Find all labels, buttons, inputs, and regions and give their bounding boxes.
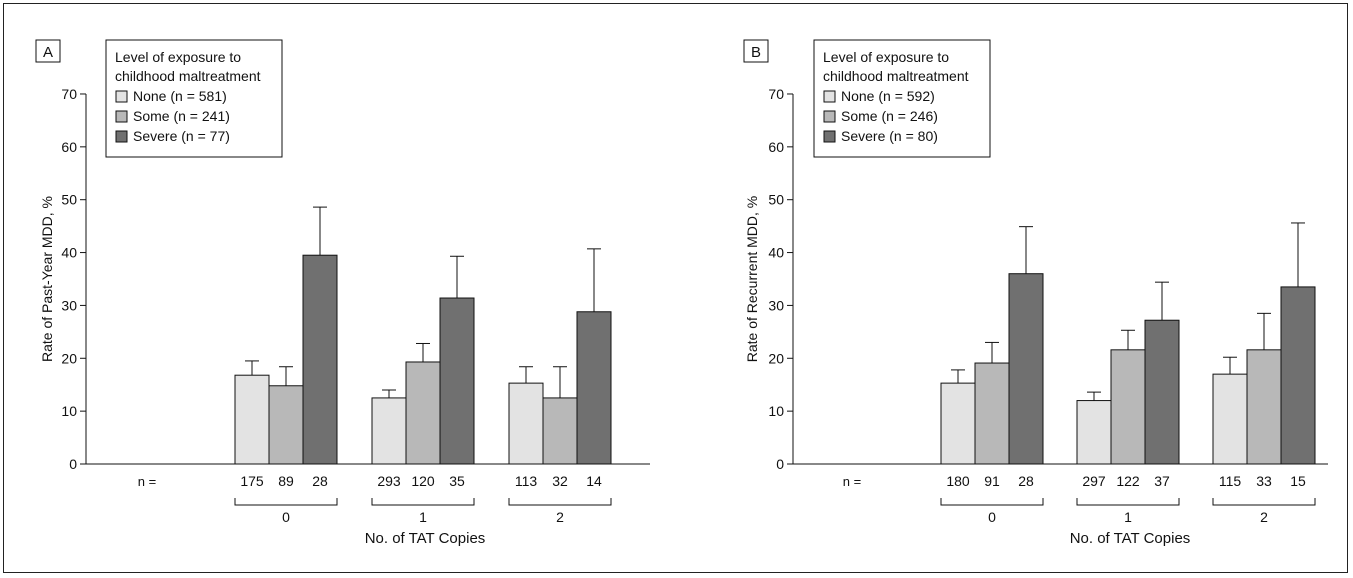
legend-swatch-some [115, 110, 128, 123]
y-tick-label: 0 [69, 456, 77, 472]
legend-swatch-none [823, 90, 836, 103]
n-value: 175 [240, 473, 264, 489]
bar-some-0 [268, 385, 304, 465]
y-tick-label: 70 [768, 86, 784, 102]
y-tick-label: 30 [61, 297, 77, 313]
group-bracket [1076, 498, 1180, 506]
bar-severe-2 [576, 311, 612, 465]
bar-none-1 [371, 397, 407, 465]
n-value: 28 [312, 473, 328, 489]
x-tick-label: 2 [556, 509, 564, 525]
legend-entry-none: None (n = 581) [133, 88, 227, 104]
y-tick-label: 40 [61, 245, 77, 261]
panel-label-box [743, 39, 769, 63]
bar-none-0 [234, 374, 270, 465]
y-tick-label: 0 [776, 456, 784, 472]
legend-title: Level of exposure to [115, 49, 241, 65]
y-tick-label: 40 [768, 245, 784, 261]
legend-swatch-none [115, 90, 128, 103]
x-axis-label: No. of TAT Copies [365, 530, 486, 547]
bar-some-2 [542, 397, 578, 465]
panel-label: B [751, 44, 761, 61]
n-value: 115 [1219, 473, 1242, 489]
panel-label: A [43, 44, 53, 61]
legend-entry-some: Some (n = 241) [133, 108, 230, 124]
y-tick-label: 50 [61, 192, 77, 208]
y-tick-label: 70 [61, 86, 77, 102]
bar-none-1 [1076, 400, 1112, 465]
x-tick-label: 1 [419, 509, 427, 525]
n-value: 89 [278, 473, 294, 489]
y-tick-label: 20 [768, 350, 784, 366]
bar-none-2 [1212, 373, 1248, 465]
bar-severe-1 [439, 297, 475, 465]
n-value: 293 [377, 473, 401, 489]
y-tick-label: 50 [768, 192, 784, 208]
group-bracket [508, 498, 612, 506]
legend-box [105, 39, 283, 158]
x-tick-label: 0 [988, 509, 996, 525]
legend-entry-severe: Severe (n = 80) [841, 128, 938, 144]
n-value: 28 [1018, 473, 1034, 489]
legend-title: childhood maltreatment [115, 68, 261, 84]
panel-label-box [35, 39, 61, 63]
n-value: 15 [1290, 473, 1306, 489]
y-tick-label: 60 [768, 139, 784, 155]
n-value: 113 [515, 473, 538, 489]
legend-swatch-severe [115, 130, 128, 143]
legend: Level of exposure to childhood maltreatme… [105, 39, 283, 158]
figure-frame [3, 3, 1348, 573]
n-value: 35 [449, 473, 465, 489]
legend-title: childhood maltreatment [823, 68, 969, 84]
y-tick-label: 10 [768, 403, 784, 419]
n-value: 91 [984, 473, 1000, 489]
bar-severe-0 [1008, 273, 1044, 465]
y-axis-label: Rate of Recurrent MDD, % [744, 196, 760, 363]
x-tick-label: 1 [1124, 509, 1132, 525]
group-bracket [371, 498, 475, 506]
n-value: 120 [411, 473, 435, 489]
n-value: 33 [1256, 473, 1272, 489]
bar-severe-0 [302, 254, 338, 465]
x-tick-label: 0 [282, 509, 290, 525]
legend-entry-severe: Severe (n = 77) [133, 128, 230, 144]
legend-box [813, 39, 991, 158]
group-bracket [1212, 498, 1316, 506]
n-value: 297 [1082, 473, 1106, 489]
bar-some-2 [1246, 349, 1282, 465]
x-tick-label: 2 [1260, 509, 1268, 525]
y-tick-label: 20 [61, 350, 77, 366]
x-axis-label: No. of TAT Copies [1070, 530, 1191, 547]
n-label: n = [843, 474, 861, 489]
y-tick-label: 30 [768, 297, 784, 313]
y-axis-label: Rate of Past-Year MDD, % [39, 196, 55, 362]
y-tick-label: 60 [61, 139, 77, 155]
n-value: 14 [586, 473, 602, 489]
n-label: n = [138, 474, 156, 489]
n-value: 122 [1116, 473, 1140, 489]
n-value: 180 [946, 473, 970, 489]
n-value: 32 [552, 473, 568, 489]
group-bracket [234, 498, 338, 506]
bar-some-1 [1110, 349, 1146, 465]
bar-some-1 [405, 361, 441, 465]
y-tick-label: 10 [61, 403, 77, 419]
legend-title: Level of exposure to [823, 49, 949, 65]
legend-swatch-severe [823, 130, 836, 143]
legend-entry-some: Some (n = 246) [841, 108, 938, 124]
legend-entry-none: None (n = 592) [841, 88, 935, 104]
bar-none-0 [940, 382, 976, 465]
bar-some-0 [974, 362, 1010, 465]
group-bracket [940, 498, 1044, 506]
n-value: 37 [1154, 473, 1170, 489]
legend-swatch-some [823, 110, 836, 123]
legend: Level of exposure to childhood maltreatme… [813, 39, 991, 158]
bar-severe-1 [1144, 319, 1180, 465]
bar-none-2 [508, 382, 544, 465]
bar-severe-2 [1280, 286, 1316, 465]
